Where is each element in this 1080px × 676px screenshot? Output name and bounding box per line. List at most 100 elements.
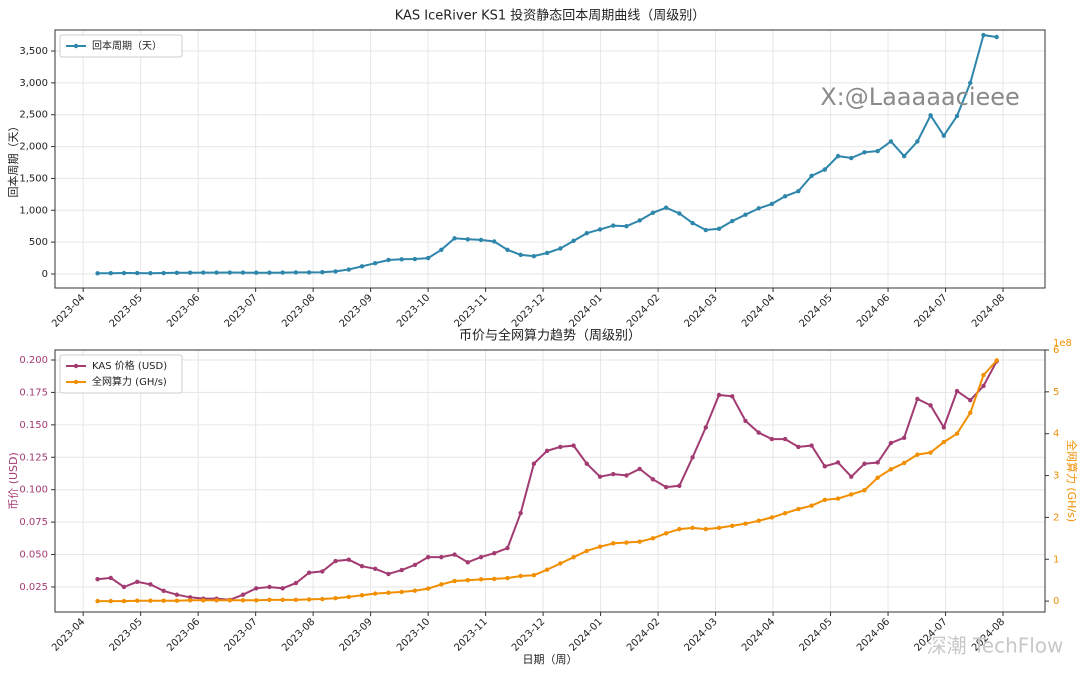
- data-point: [492, 551, 497, 556]
- data-point: [663, 531, 669, 536]
- data-point: [174, 270, 180, 276]
- data-point: [505, 545, 510, 551]
- data-point: [743, 418, 748, 424]
- data-point: [571, 238, 576, 244]
- data-point: [796, 444, 801, 450]
- data-point: [822, 464, 828, 469]
- data-point: [782, 436, 788, 442]
- data-point: [161, 598, 166, 603]
- data-point: [901, 435, 907, 441]
- data-point: [452, 552, 457, 557]
- data-point: [227, 598, 232, 603]
- data-point: [425, 586, 431, 591]
- data-point: [571, 554, 576, 560]
- data-point: [915, 452, 920, 457]
- data-point: [743, 521, 748, 526]
- y-tick-label: 0.200: [19, 355, 48, 366]
- data-point: [809, 173, 814, 179]
- data-point: [373, 260, 378, 266]
- data-point: [187, 598, 193, 603]
- data-point: [954, 113, 960, 119]
- data-point: [822, 497, 828, 503]
- data-point: [822, 167, 828, 172]
- data-point: [650, 210, 656, 216]
- data-point: [690, 525, 695, 531]
- data-point: [663, 484, 669, 490]
- data-point: [373, 566, 378, 572]
- data-point: [293, 597, 299, 603]
- data-point: [849, 474, 854, 479]
- data-point: [756, 430, 761, 435]
- data-point: [148, 270, 153, 276]
- data-point: [478, 577, 484, 582]
- data-point: [677, 211, 682, 216]
- data-point: [703, 425, 709, 430]
- data-point: [809, 503, 814, 508]
- data-point: [359, 564, 365, 569]
- data-point: [901, 153, 907, 159]
- y-tick-label: 0.150: [19, 420, 48, 431]
- data-point: [716, 525, 722, 531]
- data-point: [174, 598, 180, 603]
- data-point: [267, 597, 272, 603]
- data-point: [148, 598, 153, 603]
- y-tick-label: 2,500: [19, 110, 48, 121]
- data-point: [915, 139, 920, 144]
- data-point: [650, 536, 656, 541]
- data-point: [333, 595, 338, 601]
- data-point: [716, 226, 722, 231]
- y-tick-label: 0.125: [19, 452, 48, 463]
- data-point: [558, 246, 563, 251]
- data-point: [359, 593, 365, 598]
- data-point: [941, 425, 947, 430]
- data-point: [756, 206, 761, 211]
- data-point: [254, 270, 259, 275]
- data-point: [399, 589, 404, 595]
- data-point: [611, 541, 616, 546]
- data-point: [240, 598, 246, 603]
- plot-frame: [54, 29, 1046, 289]
- data-point: [505, 247, 510, 252]
- data-point: [293, 580, 299, 586]
- y-axis-label: 回本周期（天）: [6, 121, 20, 198]
- data-point: [359, 264, 365, 269]
- y2-tick-label: 3: [1053, 471, 1059, 482]
- data-point: [862, 150, 867, 155]
- y-tick-label: 500: [29, 237, 48, 248]
- data-point: [412, 256, 418, 262]
- data-point: [835, 496, 841, 501]
- y-tick-label: 0.050: [19, 550, 48, 561]
- y2-tick-label: 4: [1053, 429, 1059, 440]
- data-point: [650, 477, 656, 482]
- data-point: [769, 515, 775, 520]
- data-point: [280, 597, 285, 603]
- data-point: [95, 271, 100, 276]
- data-point: [941, 133, 947, 138]
- y-tick-label: 1,500: [19, 173, 48, 184]
- y-tick-label: 1,000: [19, 205, 48, 216]
- data-point: [862, 461, 867, 466]
- y2-tick-label: 2: [1053, 512, 1059, 523]
- data-point: [849, 155, 854, 161]
- data-point: [756, 518, 761, 523]
- data-point: [505, 575, 510, 581]
- data-point: [240, 270, 246, 275]
- data-point: [584, 461, 589, 466]
- data-point: [703, 526, 709, 532]
- y-tick-label: 0.175: [19, 387, 48, 398]
- data-point: [584, 231, 589, 236]
- data-point: [135, 579, 140, 584]
- data-point: [769, 436, 775, 442]
- data-point: [611, 223, 616, 228]
- data-point: [875, 148, 880, 154]
- data-point: [994, 34, 999, 40]
- data-point: [280, 586, 285, 591]
- data-point: [320, 596, 325, 602]
- data-point: [306, 570, 312, 575]
- y2-tick-label: 5: [1053, 387, 1059, 398]
- data-point: [267, 270, 272, 275]
- legend-label: KAS 价格 (USD): [92, 359, 167, 372]
- legend-box: [59, 354, 183, 394]
- data-point: [161, 588, 166, 594]
